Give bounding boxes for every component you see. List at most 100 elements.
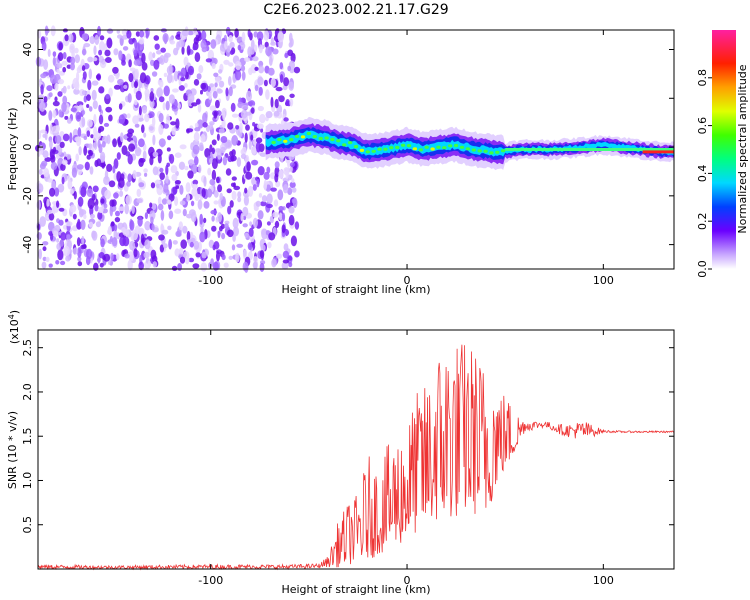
noise-blob [194,127,201,132]
noise-blob [119,190,124,197]
noise-blob [256,123,264,129]
noise-blob [172,240,178,245]
noise-blob [175,118,180,129]
noise-blob [225,87,229,97]
noise-blob [225,168,232,176]
spectrogram-frame [37,29,675,270]
noise-blob [62,133,70,142]
noise-blob [245,124,250,131]
noise-blob [182,208,187,217]
noise-blob [281,261,289,270]
noise-blob [144,239,151,250]
noise-blob [99,262,104,268]
noise-blob [265,89,270,100]
snr-line [37,344,674,571]
noise-blob [68,33,74,43]
noise-blob [270,172,276,180]
noise-blob [213,111,218,119]
noise-blob [109,199,115,208]
noise-blob [167,225,172,231]
noise-blob [62,85,67,94]
noise-blob [218,69,223,74]
ridge-peak [412,147,418,151]
noise-blob [275,86,283,92]
noise-blob [220,223,225,229]
y-tick-label: 2.5 [21,339,34,357]
noise-blob [285,168,289,180]
noise-blob [209,157,213,164]
noise-blob [86,130,91,138]
noise-blob [195,252,201,258]
noise-blob [70,62,75,71]
noise-blob [179,247,184,255]
noise-blob [100,198,105,204]
noise-blob [106,37,113,49]
noise-blob [152,116,156,127]
noise-blob [128,143,136,152]
spectrogram-ticks: -100 0 100 -40 -20 0 20 40 [21,30,674,287]
noise-blob [178,85,185,91]
noise-blob [81,65,86,72]
noise-blob [263,79,268,87]
noise-blob [218,80,225,88]
noise-blob [202,112,208,124]
noise-blob [201,187,206,198]
noise-blob [158,112,164,123]
noise-blob [74,54,81,64]
noise-blob [76,237,81,247]
noise-blob [91,80,99,86]
noise-blob [133,99,138,106]
noise-blob [105,93,110,99]
ridge-peak [277,138,282,142]
noise-blob [257,166,265,176]
noise-blob [165,164,169,176]
noise-blob [196,98,201,105]
noise-blob [169,40,176,45]
noise-blob [133,87,138,95]
noise-blob [142,106,148,114]
x-tick-label: -100 [198,274,223,287]
noise-blob [102,208,108,214]
noise-blob [56,200,60,208]
noise-blob [113,192,119,199]
ridge-peak [306,131,312,136]
ridge-peak [471,148,476,152]
noise-blob [288,81,295,91]
noise-blob [182,225,188,234]
noise-blob [209,105,217,111]
noise-blob [39,101,46,112]
noise-blob [204,148,211,158]
noise-blob [93,141,98,150]
noise-blob [94,34,100,46]
noise-blob [144,92,148,102]
noise-blob [160,210,165,221]
noise-blob [201,251,207,259]
snr-ylabel: SNR (10 * v/v) [6,411,19,489]
noise-blob [245,171,253,180]
noise-blob [62,224,68,230]
noise-blob [220,146,226,154]
noise-blob [80,186,87,198]
noise-blob [252,261,258,269]
noise-blob [86,188,94,198]
y-tick-label: 20 [21,91,34,105]
noise-blob [263,30,270,41]
noise-blob [97,211,103,220]
noise-blob [107,225,112,236]
noise-blob [57,78,65,85]
noise-blob [159,167,164,173]
noise-blob [99,35,105,41]
noise-blob [99,162,106,168]
noise-blob [88,143,93,150]
noise-blob [81,48,87,56]
noise-blob [240,65,246,72]
noise-blob [163,72,168,78]
noise-blob [140,233,145,244]
noise-blob [192,144,200,155]
noise-blob [98,128,102,134]
noise-blob [110,221,115,227]
noise-blob [93,132,98,142]
noise-blob [264,41,269,48]
colorbar-tick-label: 0.0 [696,260,709,278]
noise-blob [229,151,234,157]
